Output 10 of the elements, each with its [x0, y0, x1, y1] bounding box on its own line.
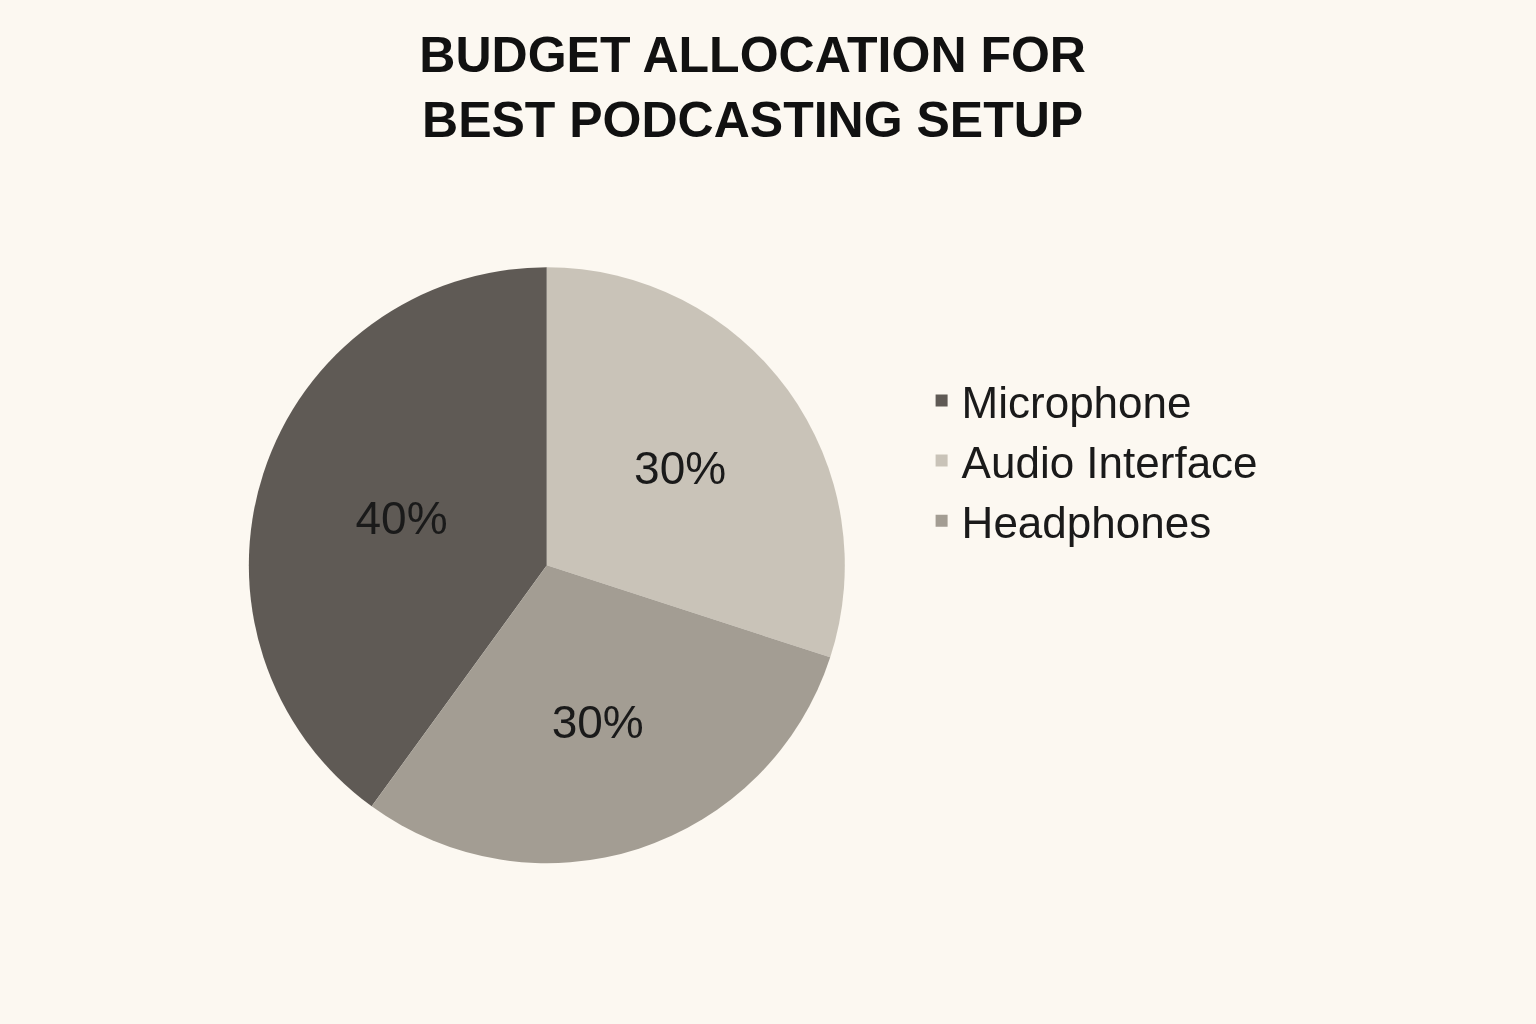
data-label: 30% — [634, 442, 727, 495]
pie-slice — [371, 565, 831, 864]
legend-label: Audio Interface — [961, 437, 1258, 487]
pie-slice — [546, 267, 845, 658]
legend-label: Headphones — [961, 497, 1212, 547]
chart-title: BUDGET ALLOCATION FOR BEST PODCASTING SETUP — [419, 26, 1086, 148]
legend-label: Microphone — [961, 377, 1192, 427]
data-label: 40% — [355, 492, 448, 545]
pie-slice — [249, 267, 547, 807]
data-label: 30% — [551, 695, 644, 748]
